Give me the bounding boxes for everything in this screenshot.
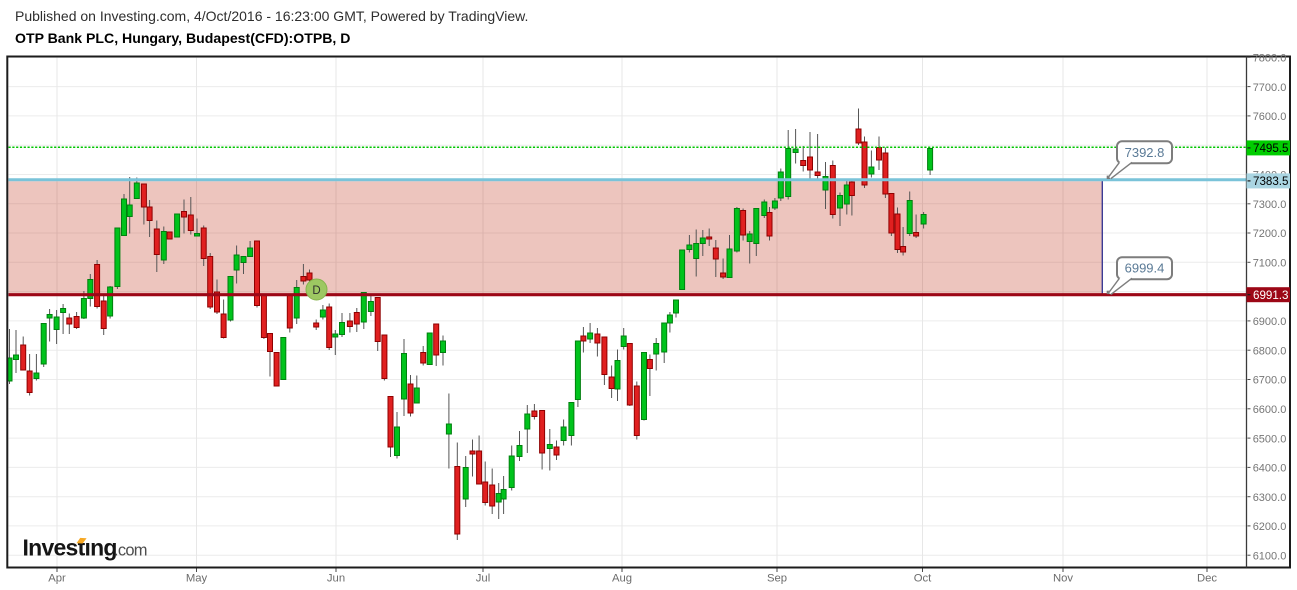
svg-text:Jun: Jun (327, 573, 345, 585)
svg-text:Jul: Jul (476, 573, 490, 585)
svg-text:Published on Investing.com, 4/: Published on Investing.com, 4/Oct/2016 -… (15, 8, 528, 24)
svg-text:Investing: Investing (23, 535, 117, 561)
svg-text:7800.0: 7800.0 (1253, 53, 1287, 65)
svg-text:Apr: Apr (48, 573, 66, 585)
svg-text:6991.3: 6991.3 (1253, 289, 1288, 302)
svg-text:6600.0: 6600.0 (1253, 404, 1287, 416)
svg-text:Nov: Nov (1053, 573, 1073, 585)
svg-text:7300.0: 7300.0 (1253, 199, 1287, 211)
svg-text:7700.0: 7700.0 (1253, 82, 1287, 94)
svg-text:6800.0: 6800.0 (1253, 345, 1287, 357)
svg-text:Oct: Oct (914, 573, 932, 585)
svg-text:6200.0: 6200.0 (1253, 521, 1287, 533)
svg-text:D: D (312, 285, 320, 297)
svg-text:6400.0: 6400.0 (1253, 463, 1287, 475)
svg-text:OTP Bank PLC, Hungary, Budapes: OTP Bank PLC, Hungary, Budapest(CFD):OTP… (15, 30, 350, 46)
svg-text:7600.0: 7600.0 (1253, 111, 1287, 123)
svg-text:7495.5: 7495.5 (1253, 142, 1288, 155)
svg-text:May: May (186, 573, 208, 585)
svg-text:6999.4: 6999.4 (1125, 261, 1165, 276)
svg-text:Dec: Dec (1197, 573, 1217, 585)
svg-text:7392.8: 7392.8 (1125, 145, 1165, 160)
svg-text:Sep: Sep (767, 573, 787, 585)
svg-text:6300.0: 6300.0 (1253, 492, 1287, 504)
svg-text:7100.0: 7100.0 (1253, 258, 1287, 270)
svg-text:6100.0: 6100.0 (1253, 550, 1287, 562)
svg-text:Aug: Aug (612, 573, 632, 585)
svg-text:.com: .com (114, 542, 147, 560)
svg-text:6700.0: 6700.0 (1253, 375, 1287, 387)
svg-text:7383.5: 7383.5 (1253, 175, 1288, 188)
svg-text:6900.0: 6900.0 (1253, 316, 1287, 328)
svg-text:6500.0: 6500.0 (1253, 433, 1287, 445)
svg-text:7200.0: 7200.0 (1253, 228, 1287, 240)
